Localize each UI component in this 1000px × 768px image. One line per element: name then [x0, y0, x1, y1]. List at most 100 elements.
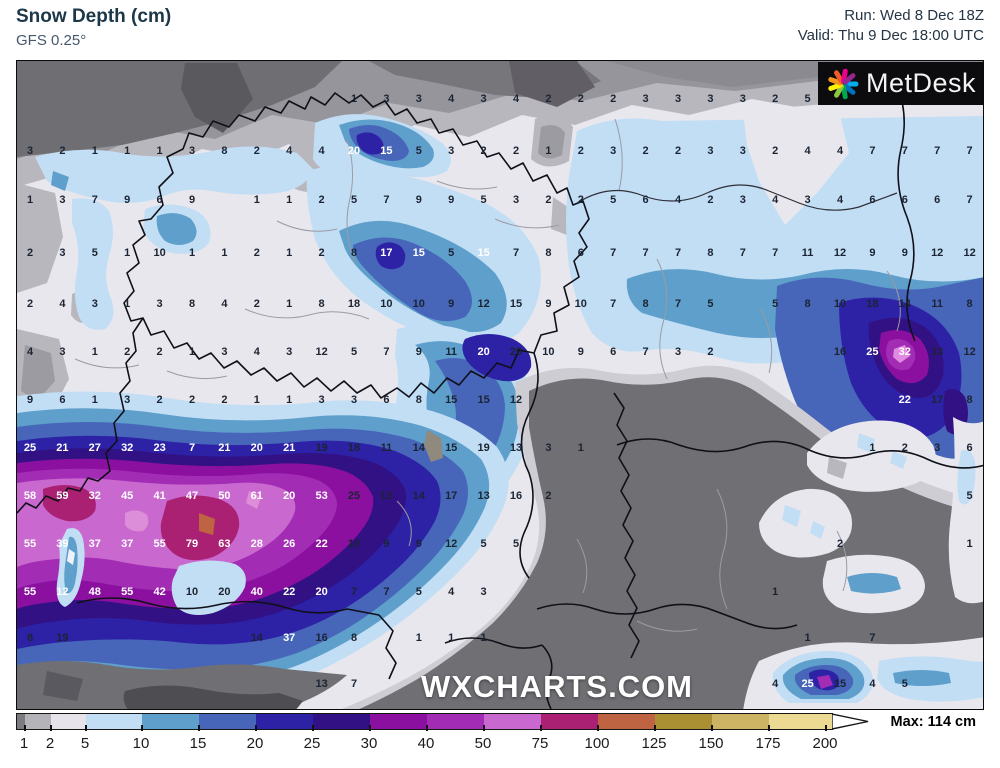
grid-value: 2: [577, 93, 584, 105]
legend-tick-label: 75: [531, 735, 549, 752]
grid-value: 3: [124, 394, 131, 406]
grid-value: 5: [901, 678, 908, 690]
legend-segment: [769, 714, 826, 729]
grid-value: 55: [23, 586, 37, 598]
grid-value: 20: [477, 346, 490, 358]
grid-value: 2: [707, 194, 714, 206]
metdesk-logo: MetDesk: [818, 62, 983, 105]
grid-value: 2: [642, 145, 649, 157]
grid-value: 8: [415, 394, 422, 406]
grid-value: 2: [545, 194, 552, 206]
grid-value: 9: [415, 346, 422, 358]
grid-value: 22: [283, 586, 296, 598]
grid-value: 1: [124, 298, 131, 310]
grid-value: 18: [347, 298, 361, 310]
grid-value: 22: [315, 538, 328, 550]
grid-value: 2: [156, 346, 163, 358]
grid-value: 11: [931, 298, 944, 310]
grid-value: 10: [542, 346, 555, 358]
grid-value: 12: [931, 247, 944, 259]
grid-value: 42: [153, 586, 166, 598]
grid-value: 7: [966, 145, 973, 157]
grid-value: 3: [188, 145, 196, 157]
grid-value: 15: [380, 145, 393, 157]
grid-value: 1: [286, 394, 293, 406]
grid-value: 3: [91, 298, 98, 310]
grid-value: 37: [88, 538, 101, 550]
grid-value: 1: [869, 442, 876, 454]
metdesk-logo-text: MetDesk: [866, 68, 977, 98]
grid-value: 6: [156, 194, 163, 206]
grid-value: 2: [901, 442, 908, 454]
grid-value: 7: [350, 586, 358, 598]
grid-value: 1: [772, 586, 779, 598]
grid-value: 6: [934, 194, 941, 206]
grid-value: 4: [674, 194, 682, 206]
grid-value: 3: [642, 93, 649, 105]
grid-value: 63: [218, 538, 231, 550]
grid-value: 2: [772, 93, 779, 105]
grid-value: 1: [253, 194, 260, 206]
grid-value: 7: [966, 194, 973, 206]
grid-value: 1: [966, 538, 973, 550]
legend-tick-mark: [711, 725, 713, 731]
grid-value: 8: [966, 394, 973, 406]
grid-value: 27: [88, 442, 101, 454]
legend-tick-mark: [369, 725, 371, 731]
grid-value: 7: [350, 678, 358, 690]
grid-value: 11: [445, 346, 458, 358]
legend-segment: [142, 714, 199, 729]
grid-value: 6: [901, 194, 908, 206]
legend-segment: [51, 714, 86, 729]
grid-value: 39: [56, 538, 69, 550]
grid-value: 59: [56, 490, 69, 502]
grid-value: 1: [577, 442, 584, 454]
grid-value: 2: [610, 93, 617, 105]
legend-tick-mark: [198, 725, 200, 731]
grid-value: 17: [380, 247, 393, 259]
grid-value: 1: [286, 247, 293, 259]
grid-value: 3: [934, 442, 941, 454]
grid-value: 9: [415, 538, 422, 550]
grid-value: 23: [153, 442, 166, 454]
grid-value: 58: [23, 490, 37, 502]
grid-value: 5: [91, 247, 98, 259]
legend-segment: [199, 714, 256, 729]
grid-value: 3: [383, 93, 390, 105]
grid-value: 1: [124, 247, 131, 259]
grid-value: 5: [448, 247, 455, 259]
grid-value: 4: [448, 93, 455, 105]
grid-value: 1: [253, 394, 260, 406]
grid-value: 2: [26, 298, 34, 310]
legend-segment: [370, 714, 427, 729]
grid-value: 11: [801, 247, 814, 259]
grid-value: 1: [804, 632, 811, 644]
legend-tick-label: 200: [812, 735, 838, 752]
grid-value: 6: [59, 394, 66, 406]
grid-value: 8: [545, 247, 552, 259]
grid-value: 2: [59, 145, 66, 157]
grid-value: 3: [610, 145, 617, 157]
grid-value: 2: [707, 346, 714, 358]
grid-value: 5: [804, 93, 811, 105]
legend: 1 2 5 10 15 20 25 30 40 50 75 100 125 150 175 200 Max: …: [16, 712, 984, 764]
grid-value: 7: [869, 145, 876, 157]
grid-value: 3: [26, 145, 34, 157]
grid-value: 3: [415, 93, 422, 105]
legend-segment: [712, 714, 769, 729]
grid-value: 8: [26, 632, 34, 644]
legend-tick-mark: [85, 725, 87, 731]
grid-value: 6: [966, 442, 973, 454]
legend-tick-label: 2: [45, 735, 55, 752]
page-title: Snow Depth (cm): [16, 6, 172, 27]
grid-value: 2: [512, 145, 520, 157]
grid-value: 2: [545, 93, 552, 105]
grid-value: 3: [59, 247, 66, 259]
legend-tick-label: 125: [641, 735, 667, 752]
grid-value: 7: [934, 145, 941, 157]
grid-value: 15: [412, 247, 425, 259]
grid-value: 6: [383, 394, 390, 406]
legend-tick-mark: [141, 725, 143, 731]
grid-value: 3: [480, 93, 487, 105]
grid-value: 4: [512, 93, 520, 105]
